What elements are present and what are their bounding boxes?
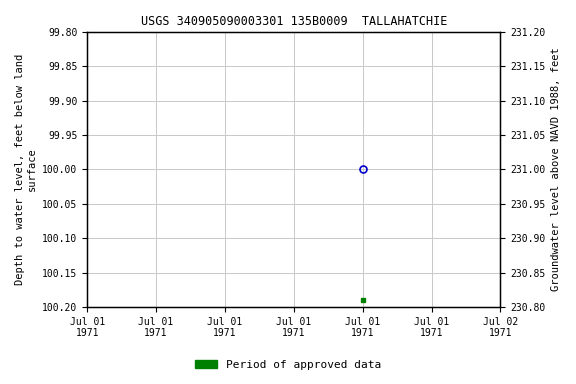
- Legend: Period of approved data: Period of approved data: [191, 356, 385, 375]
- Title: USGS 340905090003301 135B0009  TALLAHATCHIE: USGS 340905090003301 135B0009 TALLAHATCH…: [141, 15, 447, 28]
- Y-axis label: Depth to water level, feet below land
surface: Depth to water level, feet below land su…: [15, 54, 37, 285]
- Y-axis label: Groundwater level above NAVD 1988, feet: Groundwater level above NAVD 1988, feet: [551, 48, 561, 291]
